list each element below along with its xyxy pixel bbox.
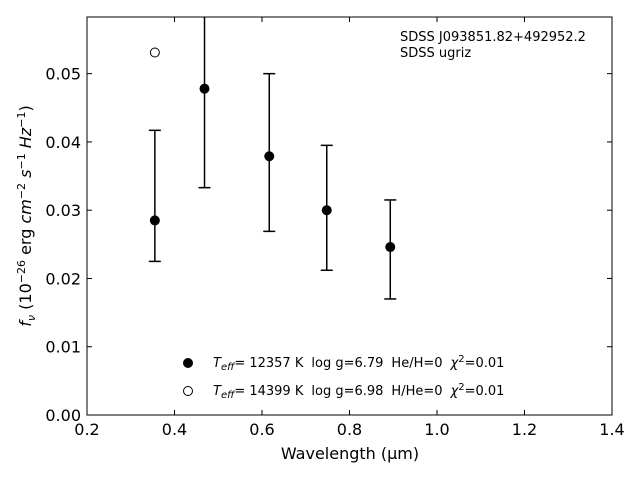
filter-set-annotation: SDSS ugriz	[400, 46, 471, 61]
x-tick-label: 0.8	[337, 420, 362, 439]
x-tick-label: 1.2	[512, 420, 537, 439]
object-name-annotation: SDSS J093851.82+492952.2	[400, 30, 586, 45]
data-point-filled	[385, 242, 396, 253]
legend-marker-filled	[183, 358, 193, 368]
x-axis-label: Wavelength (μm)	[281, 444, 419, 463]
data-point-filled	[149, 215, 160, 226]
y-tick-label: 0.01	[45, 338, 81, 357]
data-point-filled	[264, 151, 275, 162]
x-tick-label: 0.6	[249, 420, 274, 439]
x-tick-label: 0.4	[162, 420, 187, 439]
plot-area	[148, 17, 397, 300]
y-axis-label: fν (10−26 erg cm−2 s−1 Hz−1)	[15, 105, 38, 326]
x-tick-label: 1.0	[424, 420, 449, 439]
y-tick-label: 0.05	[45, 65, 81, 84]
y-tick-label: 0.00	[45, 406, 81, 425]
y-tick-label: 0.04	[45, 133, 81, 152]
x-tick-label: 0.2	[74, 420, 99, 439]
y-tick-label: 0.02	[45, 269, 81, 288]
axes: 0.2 0.4 0.6 0.8 1.0 1.2 1.4 0.00 0.01 0.02 0.03 0.0…	[45, 16, 625, 439]
x-tick-label: 1.4	[599, 420, 624, 439]
data-point-filled	[199, 83, 210, 94]
data-points	[148, 17, 397, 300]
data-point-filled	[321, 205, 332, 216]
y-tick-label: 0.03	[45, 201, 81, 220]
legend-marker-open	[183, 386, 193, 396]
data-point-open	[149, 47, 160, 58]
